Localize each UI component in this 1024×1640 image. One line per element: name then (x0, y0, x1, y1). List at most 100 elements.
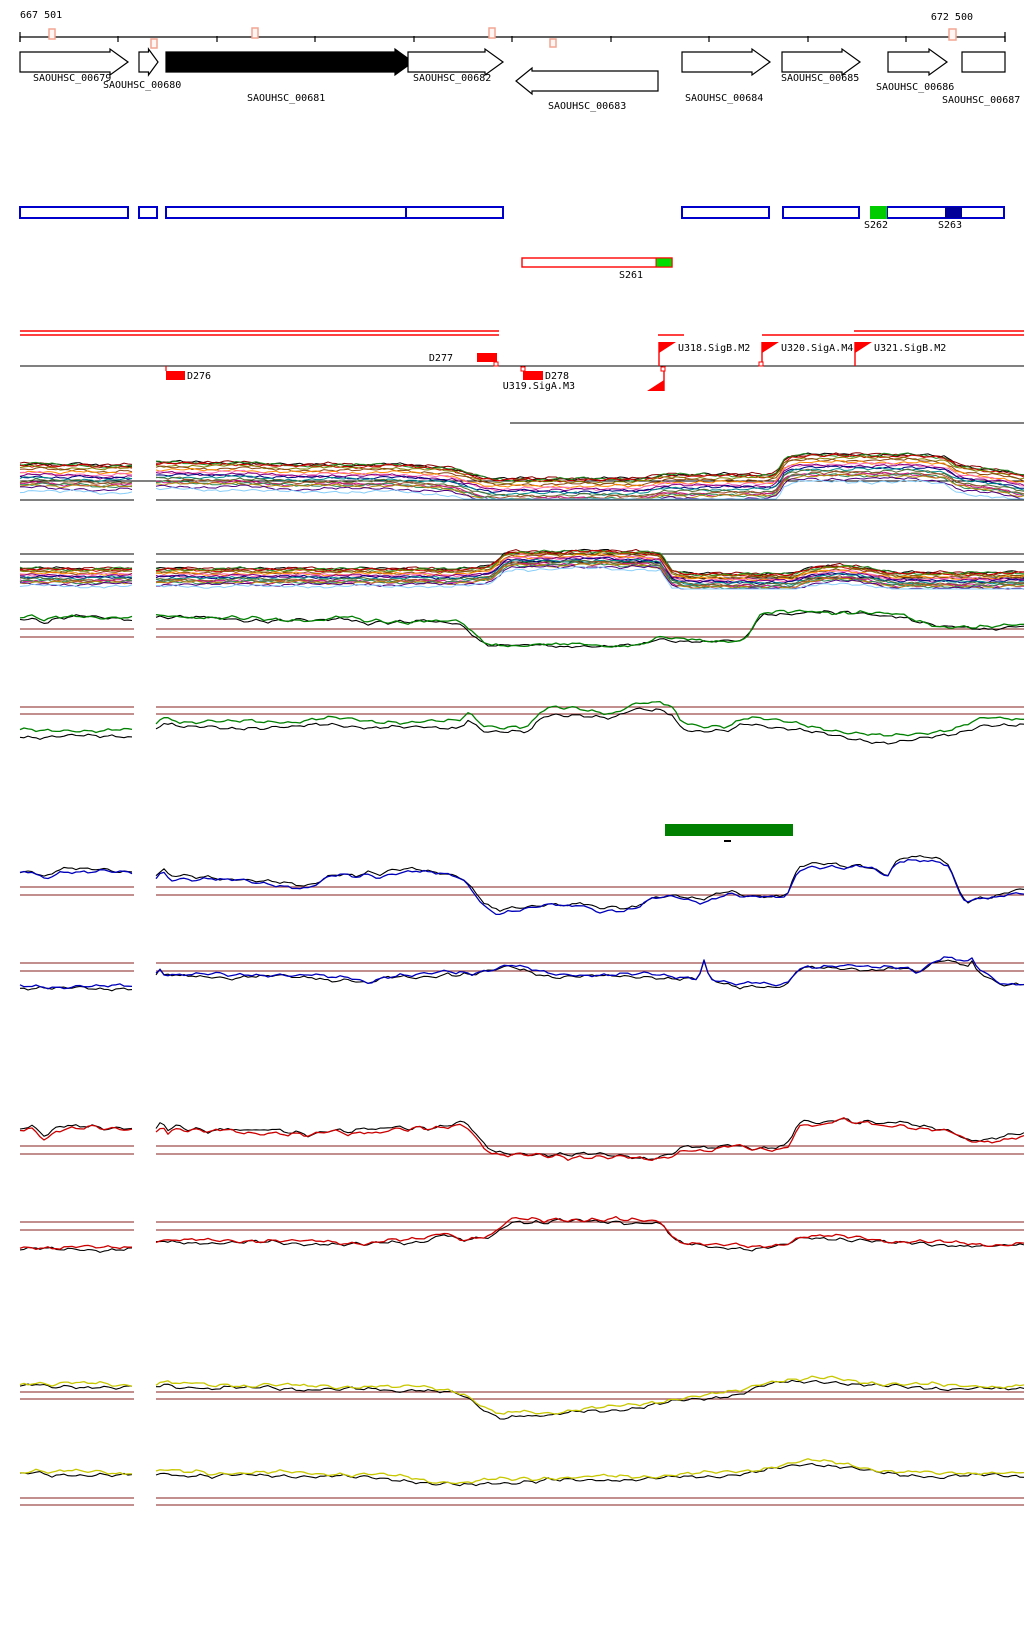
signal-line-condition-blue-reverse (19, 983, 133, 990)
feature-label: D278 (545, 371, 569, 382)
signal-line-black-condition-yellow-forward (19, 1383, 133, 1390)
signal-line-all-samples-reverse (19, 574, 133, 579)
signal-line-all-samples-reverse (19, 571, 133, 576)
gene-arrow-saouhsc_00681[interactable] (165, 47, 415, 77)
feature-box-d278[interactable] (523, 371, 543, 380)
feature-label: D276 (187, 371, 211, 382)
gene-arrow-saouhsc_00686[interactable] (887, 47, 949, 77)
feature-box-d277[interactable] (477, 353, 497, 362)
signal-line-condition-red-forward (155, 1117, 1024, 1162)
signal-line-condition-yellow-reverse (19, 1468, 132, 1475)
signal-line-all-samples-reverse (155, 553, 1024, 581)
signal-line-all-samples-forward (20, 470, 133, 475)
gene-arrow-saouhsc_00683[interactable] (515, 66, 659, 96)
probe-bar[interactable] (19, 206, 129, 219)
signal-line-condition-green-reverse (155, 700, 1024, 737)
signal-line-all-samples-forward (155, 455, 1024, 485)
segment-marker-s263[interactable] (945, 207, 962, 218)
feature-box-d276[interactable] (166, 371, 185, 380)
gene-arrow-saouhsc_00687[interactable] (961, 51, 1006, 73)
feature-label: U319.SigA.M3 (503, 381, 575, 392)
feature-label: U318.SigB.M2 (678, 343, 750, 354)
coordinate-label-right: 672 500 (931, 12, 973, 23)
feature-label: U320.SigA.M4 (781, 343, 853, 354)
signal-line-all-samples-forward (19, 464, 133, 471)
ruler-marker (48, 28, 56, 40)
probe-bar[interactable] (138, 206, 158, 219)
signal-line-all-samples-forward (19, 470, 133, 477)
signal-line-condition-blue-forward (19, 869, 133, 880)
gene-label: SAOUHSC_00681 (247, 93, 325, 104)
signal-line-black-condition-yellow-forward (156, 1379, 1024, 1420)
signal-line-condition-red-reverse (155, 1215, 1024, 1249)
segment-marker-label: S262 (864, 220, 888, 231)
selection-bar-dash (724, 840, 731, 842)
gene-label: SAOUHSC_00680 (103, 80, 181, 91)
promoter-flag-u318.sigb.m2[interactable] (659, 342, 676, 353)
feature-anchor-square (493, 361, 499, 367)
signal-line-all-samples-forward (19, 474, 133, 480)
signal-line-condition-red-reverse (19, 1244, 132, 1251)
selection-bar[interactable] (665, 824, 793, 836)
signal-line-black-condition-blue-forward (155, 855, 1024, 912)
signal-line-black-condition-red-forward (19, 1124, 133, 1137)
signal-line-black-condition-red-forward (155, 1118, 1024, 1160)
signal-line-all-samples-reverse (155, 549, 1024, 578)
signal-line-condition-yellow-reverse (155, 1458, 1024, 1485)
promoter-flag-u320.siga.m4[interactable] (762, 342, 779, 353)
signal-line-black-condition-blue-reverse (19, 985, 133, 992)
segment-marker-s262[interactable] (870, 206, 887, 219)
feature-label: D277 (429, 353, 453, 364)
gene-arrow-saouhsc_00684[interactable] (681, 47, 772, 77)
signal-line-condition-green-forward (19, 614, 133, 622)
segment-marker-s261[interactable] (655, 257, 673, 268)
signal-line-all-samples-forward (155, 452, 1024, 481)
feature-label: U321.SigB.M2 (874, 343, 946, 354)
feature-anchor-square (520, 366, 526, 372)
promoter-flag-u321.sigb.m2[interactable] (855, 342, 872, 353)
ruler-marker (549, 38, 557, 48)
signal-line-black-condition-red-reverse (155, 1218, 1024, 1252)
signal-line-condition-green-forward (155, 609, 1024, 648)
signal-line-all-samples-forward (155, 468, 1024, 498)
gene-arrow-saouhsc_00679[interactable] (19, 47, 130, 77)
signal-line-all-samples-reverse (19, 573, 133, 579)
gene-label: SAOUHSC_00684 (685, 93, 763, 104)
probe-bar[interactable] (782, 206, 860, 219)
signal-line-all-samples-reverse (20, 569, 133, 576)
ruler-marker (251, 27, 259, 39)
gene-label: SAOUHSC_00685 (781, 73, 859, 84)
signal-line-all-samples-forward (155, 479, 1024, 500)
signal-line-condition-green-reverse (19, 727, 133, 734)
gene-arrow-saouhsc_00682[interactable] (407, 47, 505, 77)
probe-bar[interactable] (165, 206, 504, 219)
ruler-marker (488, 27, 496, 39)
signal-line-black-condition-yellow-reverse (155, 1462, 1024, 1487)
signal-line-black-condition-yellow-reverse (19, 1471, 133, 1478)
segment-bar-s261[interactable] (521, 257, 673, 268)
gene-label: SAOUHSC_00682 (413, 73, 491, 84)
signal-line-all-samples-forward (19, 473, 133, 480)
promoter-flag-u319.siga.m3[interactable] (647, 380, 664, 391)
gene-arrow-saouhsc_00680[interactable] (138, 47, 159, 77)
gene-label: SAOUHSC_00686 (876, 82, 954, 93)
signal-line-all-samples-forward (155, 470, 1024, 499)
signal-line-all-samples-reverse (155, 561, 1024, 590)
signal-line-all-samples-reverse (155, 559, 1024, 587)
signal-line-all-samples-forward (19, 481, 133, 488)
gene-arrow-saouhsc_00685[interactable] (781, 47, 862, 77)
signal-line-all-samples-forward (155, 465, 1024, 494)
signal-line-all-samples-reverse (19, 575, 133, 581)
signal-line-all-samples-reverse (155, 555, 1024, 583)
signal-line-all-samples-forward (19, 485, 133, 492)
signal-line-all-samples-forward (155, 460, 1024, 490)
signal-line-black-condition-blue-reverse (155, 959, 1024, 990)
coordinate-label-left: 667 501 (20, 10, 62, 21)
signal-line-all-samples-reverse (19, 580, 133, 585)
probe-bar[interactable] (681, 206, 770, 219)
signal-line-all-samples-reverse (19, 567, 132, 572)
signal-line-condition-yellow-forward (19, 1380, 133, 1387)
signal-line-all-samples-forward (19, 489, 133, 495)
signal-line-all-samples-reverse (156, 564, 1024, 590)
